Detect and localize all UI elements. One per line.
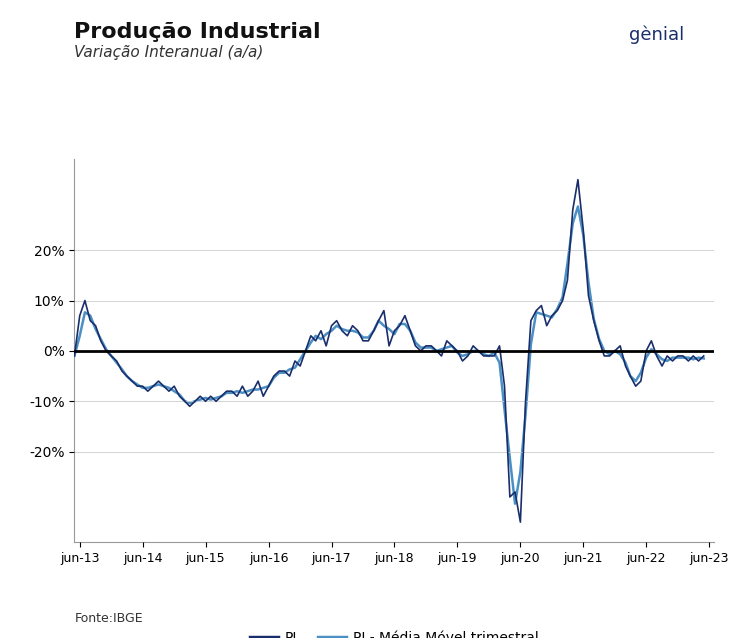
Legend: PI, PI - Média Móvel trimestral: PI, PI - Média Móvel trimestral — [245, 625, 544, 638]
Text: gènial: gènial — [629, 26, 684, 44]
Text: Fonte:IBGE: Fonte:IBGE — [74, 612, 143, 625]
Text: Variação Interanual (a/a): Variação Interanual (a/a) — [74, 45, 264, 60]
Text: Produção Industrial: Produção Industrial — [74, 22, 321, 42]
